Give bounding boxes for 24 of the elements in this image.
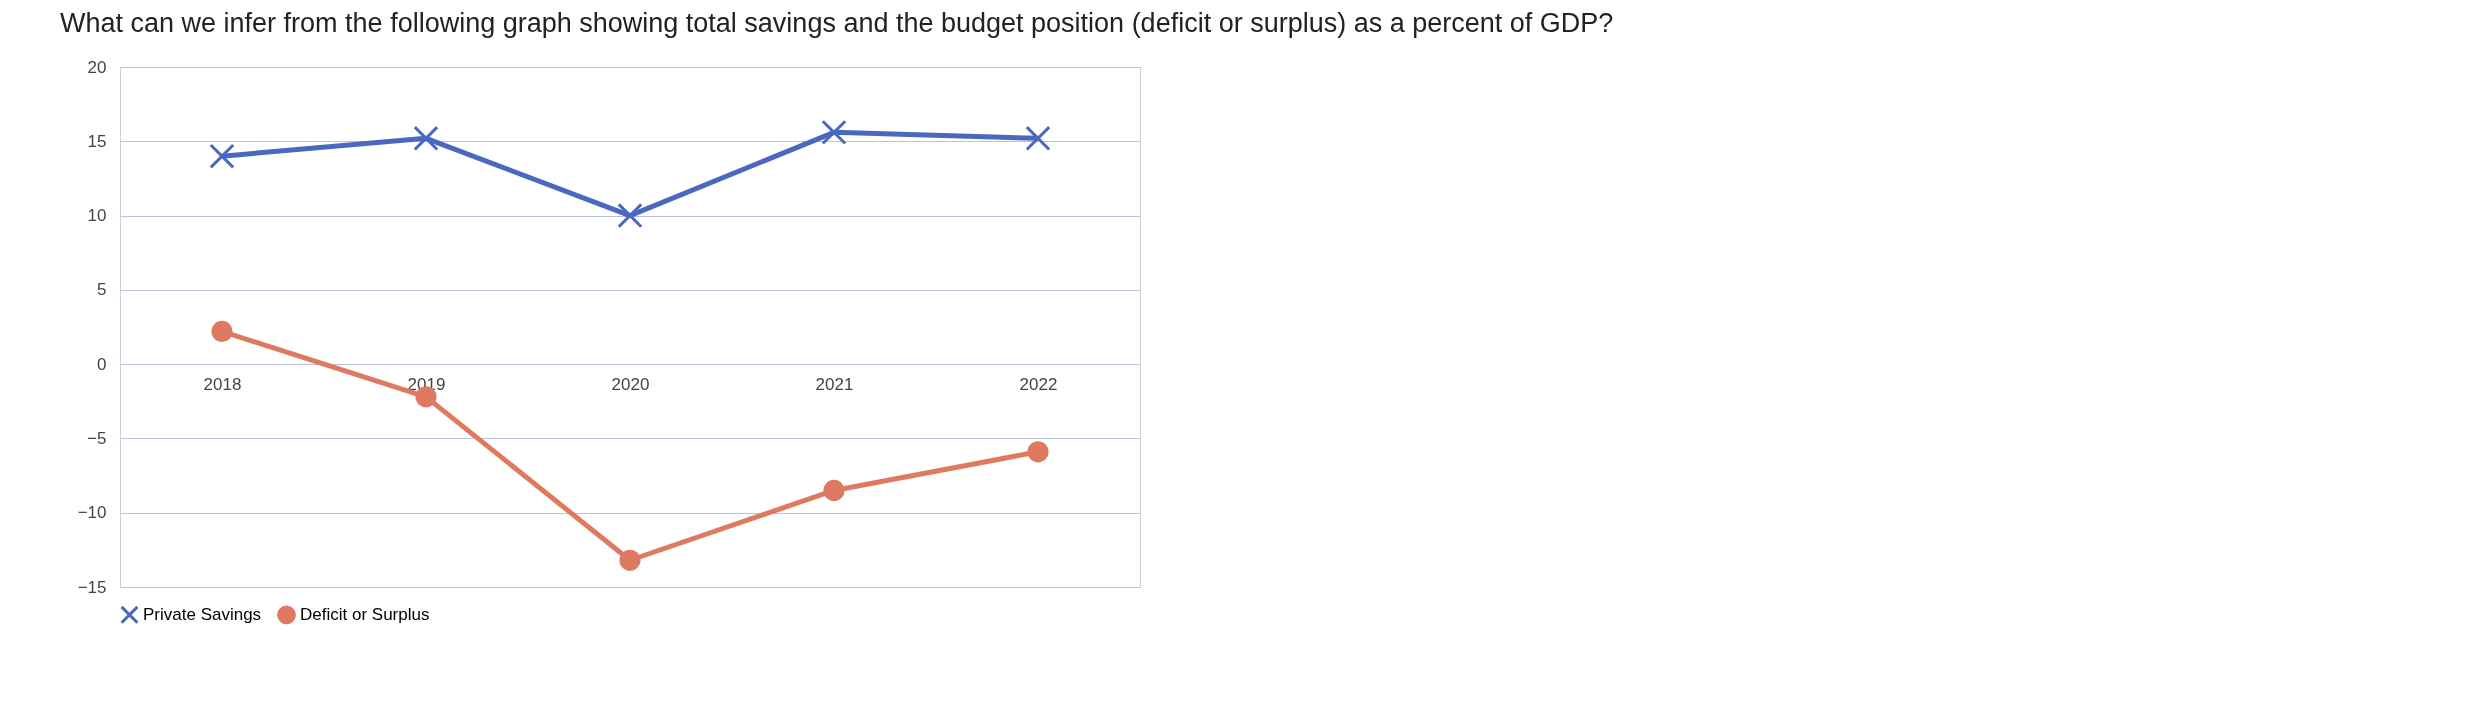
- y-tick-label: −10: [77, 503, 107, 523]
- x-tick-label: 2020: [611, 374, 650, 394]
- x-tick-label: 2022: [1019, 374, 1058, 394]
- point: [619, 549, 641, 571]
- y-tick-label: 15: [87, 131, 107, 151]
- point: [209, 143, 235, 169]
- point: [823, 479, 845, 502]
- point: [821, 119, 847, 146]
- y-tick-label: −15: [77, 577, 107, 597]
- point: [413, 125, 439, 151]
- x-tick-label: 2021: [815, 374, 854, 394]
- x-tick-label: 2018: [203, 374, 242, 394]
- legend-label: Private Savings: [143, 604, 262, 624]
- point: [211, 320, 233, 343]
- y-tick-label: 20: [87, 57, 107, 77]
- y-tick-label: 10: [87, 206, 107, 226]
- point: [1027, 441, 1049, 463]
- y-tick-label: 5: [97, 280, 107, 300]
- chart-title: What can we infer from the following graph showing total savings and the budget position (deficit or surplus) as a percent of GDP?: [60, 8, 1614, 38]
- y-tick-label: −5: [87, 428, 107, 448]
- y-tick-label: 0: [97, 354, 107, 374]
- legend-label: Deficit or Surplus: [300, 604, 430, 624]
- point: [617, 202, 643, 229]
- point: [1025, 125, 1051, 151]
